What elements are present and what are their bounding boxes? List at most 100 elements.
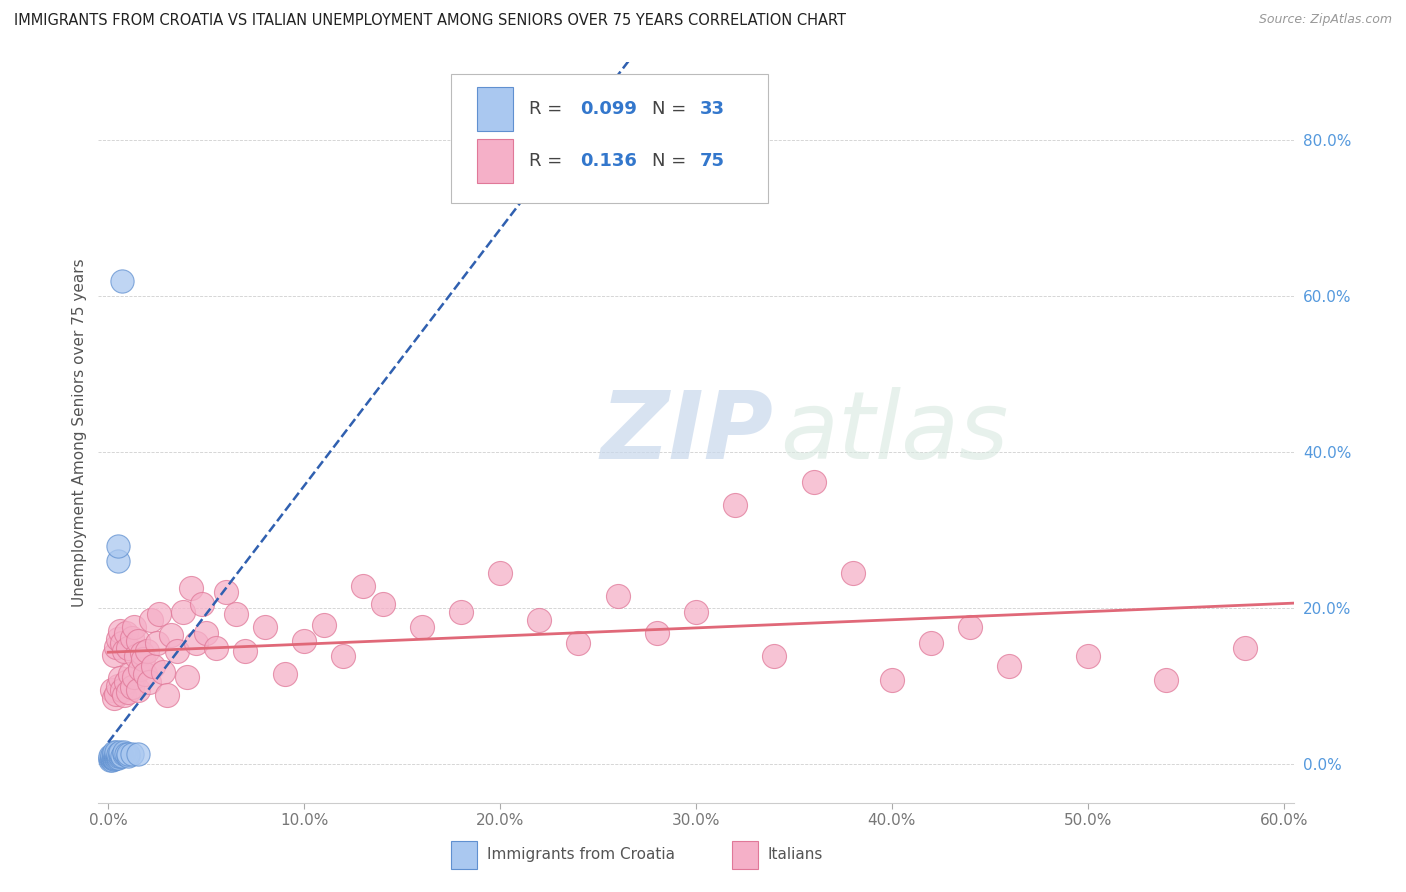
Text: Italians: Italians (768, 847, 823, 863)
Y-axis label: Unemployment Among Seniors over 75 years: Unemployment Among Seniors over 75 years (72, 259, 87, 607)
Point (103, 752, 125, 766)
Point (253, 620, 276, 634)
Point (107, 749, 129, 764)
Point (108, 749, 131, 764)
Point (124, 649, 146, 664)
Point (191, 597, 214, 611)
Point (1233, 641, 1256, 656)
Point (105, 751, 128, 765)
Point (148, 607, 170, 622)
Point (107, 539, 129, 553)
Point (108, 624, 131, 639)
Point (115, 626, 138, 640)
Point (103, 690, 125, 705)
Point (273, 667, 295, 681)
Point (141, 613, 163, 627)
Text: N =: N = (652, 152, 692, 169)
Point (105, 745, 128, 759)
Point (450, 605, 472, 619)
Point (225, 607, 247, 622)
FancyBboxPatch shape (451, 73, 768, 203)
Point (332, 649, 354, 664)
Point (160, 628, 183, 642)
Point (121, 747, 143, 761)
Point (529, 613, 551, 627)
Text: ZIP: ZIP (600, 386, 773, 479)
Text: 75: 75 (700, 152, 724, 169)
Point (118, 667, 141, 681)
Text: 0.136: 0.136 (581, 152, 637, 169)
Point (98, 750, 121, 764)
Point (98, 753, 121, 767)
Point (179, 582, 201, 596)
Point (111, 636, 134, 650)
FancyBboxPatch shape (451, 841, 477, 870)
Point (142, 659, 165, 673)
Text: 0.099: 0.099 (581, 100, 637, 118)
Point (105, 687, 128, 701)
Point (105, 640, 128, 654)
Point (101, 682, 124, 697)
Text: IMMIGRANTS FROM CROATIA VS ITALIAN UNEMPLOYMENT AMONG SENIORS OVER 75 YEARS CORR: IMMIGRANTS FROM CROATIA VS ITALIAN UNEMP… (14, 13, 846, 29)
Text: Source: ZipAtlas.com: Source: ZipAtlas.com (1258, 13, 1392, 27)
Point (105, 747, 128, 762)
Point (105, 749, 128, 764)
Point (112, 688, 135, 702)
Point (146, 636, 169, 650)
Point (235, 644, 257, 658)
Point (112, 747, 135, 762)
Point (117, 685, 139, 699)
Point (489, 566, 512, 580)
Point (111, 682, 134, 697)
Point (108, 745, 131, 759)
Point (841, 566, 863, 580)
Point (606, 589, 628, 603)
Point (172, 605, 194, 619)
Point (411, 620, 433, 634)
Point (998, 659, 1021, 673)
Point (107, 632, 129, 647)
Point (115, 747, 138, 762)
Point (127, 682, 149, 697)
Point (117, 749, 139, 764)
Point (101, 753, 124, 767)
Point (352, 579, 374, 593)
Point (132, 651, 155, 665)
Point (101, 748, 124, 763)
FancyBboxPatch shape (733, 841, 758, 870)
Text: R =: R = (529, 100, 568, 118)
Point (1154, 673, 1177, 687)
Point (107, 750, 129, 764)
Text: atlas: atlas (779, 387, 1008, 478)
Text: Immigrants from Croatia: Immigrants from Croatia (486, 847, 675, 863)
Text: R =: R = (529, 152, 568, 169)
Point (115, 675, 138, 690)
Point (103, 745, 125, 759)
FancyBboxPatch shape (477, 138, 513, 183)
Point (103, 750, 125, 764)
Point (121, 631, 143, 645)
Point (371, 597, 394, 611)
Point (122, 669, 145, 683)
Point (959, 620, 981, 634)
Point (803, 475, 825, 489)
Point (152, 665, 174, 679)
Point (156, 688, 179, 702)
FancyBboxPatch shape (477, 87, 513, 131)
Point (763, 649, 786, 664)
Point (128, 662, 150, 676)
Point (103, 749, 125, 764)
Point (920, 636, 942, 650)
Point (101, 751, 124, 765)
Point (117, 747, 139, 762)
Point (122, 620, 145, 634)
Point (176, 669, 198, 683)
Point (103, 648, 125, 662)
Text: 33: 33 (700, 100, 724, 118)
Point (101, 749, 124, 764)
Point (127, 747, 149, 761)
Point (166, 644, 188, 658)
Point (136, 644, 159, 658)
Point (292, 633, 315, 648)
Text: N =: N = (652, 100, 692, 118)
